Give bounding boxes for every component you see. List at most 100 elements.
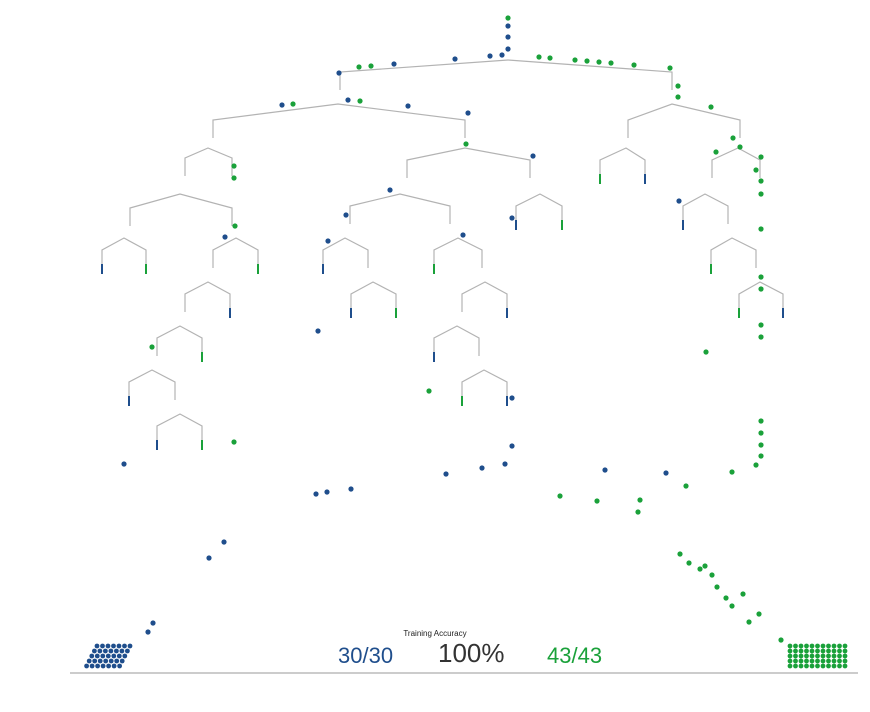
- green-pile-dot: [804, 658, 809, 664]
- blue-sample-dot: [602, 467, 608, 473]
- green-sample-dot: [703, 349, 709, 355]
- green-sample-dot: [683, 483, 689, 489]
- blue-sample-dot: [150, 620, 156, 626]
- blue-pile-dot: [95, 663, 100, 669]
- blue-pile-dot: [97, 658, 103, 664]
- tree-leaves: [101, 174, 784, 450]
- green-pile-dot: [837, 653, 842, 659]
- green-sample-dot: [778, 637, 784, 643]
- tree-split-0: [339, 59, 673, 90]
- blue-sample-dot: [348, 486, 354, 492]
- blue-sample-dot: [345, 97, 351, 103]
- blue-sample-dot: [145, 629, 151, 635]
- green-sample-dot: [463, 141, 469, 147]
- blue-sample-dot: [343, 212, 349, 218]
- blue-pile-dot: [127, 643, 133, 649]
- blue-pile-dot: [103, 648, 108, 654]
- blue-pile-dot: [100, 653, 106, 659]
- green-sample-dot: [729, 469, 735, 475]
- green-pile-dot: [842, 658, 848, 664]
- green-sample-dot: [686, 560, 692, 566]
- green-pile-dot: [820, 663, 826, 669]
- green-sample-dot: [758, 226, 764, 232]
- tree-split-16: [184, 281, 231, 312]
- green-sample-dot: [596, 59, 602, 65]
- green-pile-dot: [820, 658, 826, 664]
- blue-sample-dot: [479, 465, 485, 471]
- green-sample-dot: [231, 175, 237, 181]
- green-sample-dot: [758, 442, 764, 448]
- green-pile-dot: [815, 658, 820, 664]
- green-sample-dot: [368, 63, 374, 69]
- blue-pile-dot: [111, 643, 116, 649]
- blue-sample-dot: [499, 52, 505, 58]
- green-sample-dot: [737, 144, 743, 150]
- green-pile-dot: [787, 648, 793, 654]
- green-pile-dot: [798, 648, 804, 654]
- green-pile-dot: [787, 653, 793, 659]
- green-pile-dot: [804, 663, 809, 669]
- blue-pile-dot: [89, 663, 95, 669]
- tree-split-2: [627, 103, 741, 138]
- blue-sample-dot: [222, 234, 228, 240]
- blue-sample-dot: [505, 46, 511, 52]
- blue-pile-dot: [111, 653, 117, 659]
- blue-sample-dot: [443, 471, 449, 477]
- tree-split-14: [433, 237, 483, 268]
- blue-pile-dot: [116, 643, 122, 649]
- green-pile-dot: [826, 663, 831, 669]
- green-sample-dot: [714, 584, 720, 590]
- blue-pile-dot: [86, 658, 92, 664]
- blue-correct: 30: [338, 643, 363, 668]
- green-sample-dot: [232, 223, 238, 229]
- tree-split-20: [156, 325, 203, 356]
- green-sample-dot: [505, 15, 511, 21]
- tree-split-15: [710, 237, 757, 268]
- tree-split-18: [461, 281, 508, 312]
- green-total: 43: [577, 643, 603, 668]
- blue-sample-dot: [324, 489, 330, 495]
- green-sample-dot: [231, 439, 237, 445]
- blue-sample-dot: [509, 443, 515, 449]
- green-pile-dot: [809, 653, 815, 659]
- green-sample-dot: [290, 101, 296, 107]
- green-sample-dot: [357, 98, 363, 104]
- green-pile-dot: [842, 653, 848, 659]
- green-pile-dot: [837, 663, 842, 669]
- green-pile-dot: [831, 663, 837, 669]
- green-sample-dot: [675, 83, 681, 89]
- blue-sample-dot: [391, 61, 397, 67]
- blue-sample-dot: [315, 328, 321, 334]
- blue-sample-dot: [465, 110, 471, 116]
- green-pile-dot: [820, 648, 826, 654]
- green-sample-dot: [758, 430, 764, 436]
- green-pile-dot: [798, 653, 804, 659]
- tree-split-1: [212, 103, 466, 138]
- blue-sample-dot: [279, 102, 285, 108]
- blue-pile-dot: [122, 643, 127, 649]
- blue-pile-dot: [84, 663, 89, 669]
- green-sample-dot: [231, 163, 237, 169]
- green-sample-dot: [758, 274, 764, 280]
- green-sample-dot: [149, 344, 155, 350]
- green-sample-dot: [426, 388, 432, 394]
- blue-pile-dot: [105, 643, 111, 649]
- blue-sample-dot: [325, 238, 331, 244]
- blue-sample-dot: [663, 470, 669, 476]
- blue-pile-dot: [114, 658, 120, 664]
- green-pile-dot: [793, 643, 798, 649]
- training-accuracy-label: Training Accuracy: [403, 629, 467, 638]
- green-sample-dot: [584, 58, 590, 64]
- green-sample-dot: [557, 493, 563, 499]
- green-pile-dot: [804, 648, 809, 654]
- tree-split-4: [406, 147, 531, 178]
- green-pile-dot: [815, 653, 820, 659]
- green-pile-dot: [809, 658, 815, 664]
- blue-sample-dot: [505, 23, 511, 29]
- blue-pile-dot: [103, 658, 109, 664]
- blue-pile-dot: [108, 658, 114, 664]
- green-pile-dot: [815, 663, 820, 669]
- green-pile-dot: [804, 653, 809, 659]
- green-pile-dot: [837, 658, 842, 664]
- blue-pile-dot: [116, 653, 122, 659]
